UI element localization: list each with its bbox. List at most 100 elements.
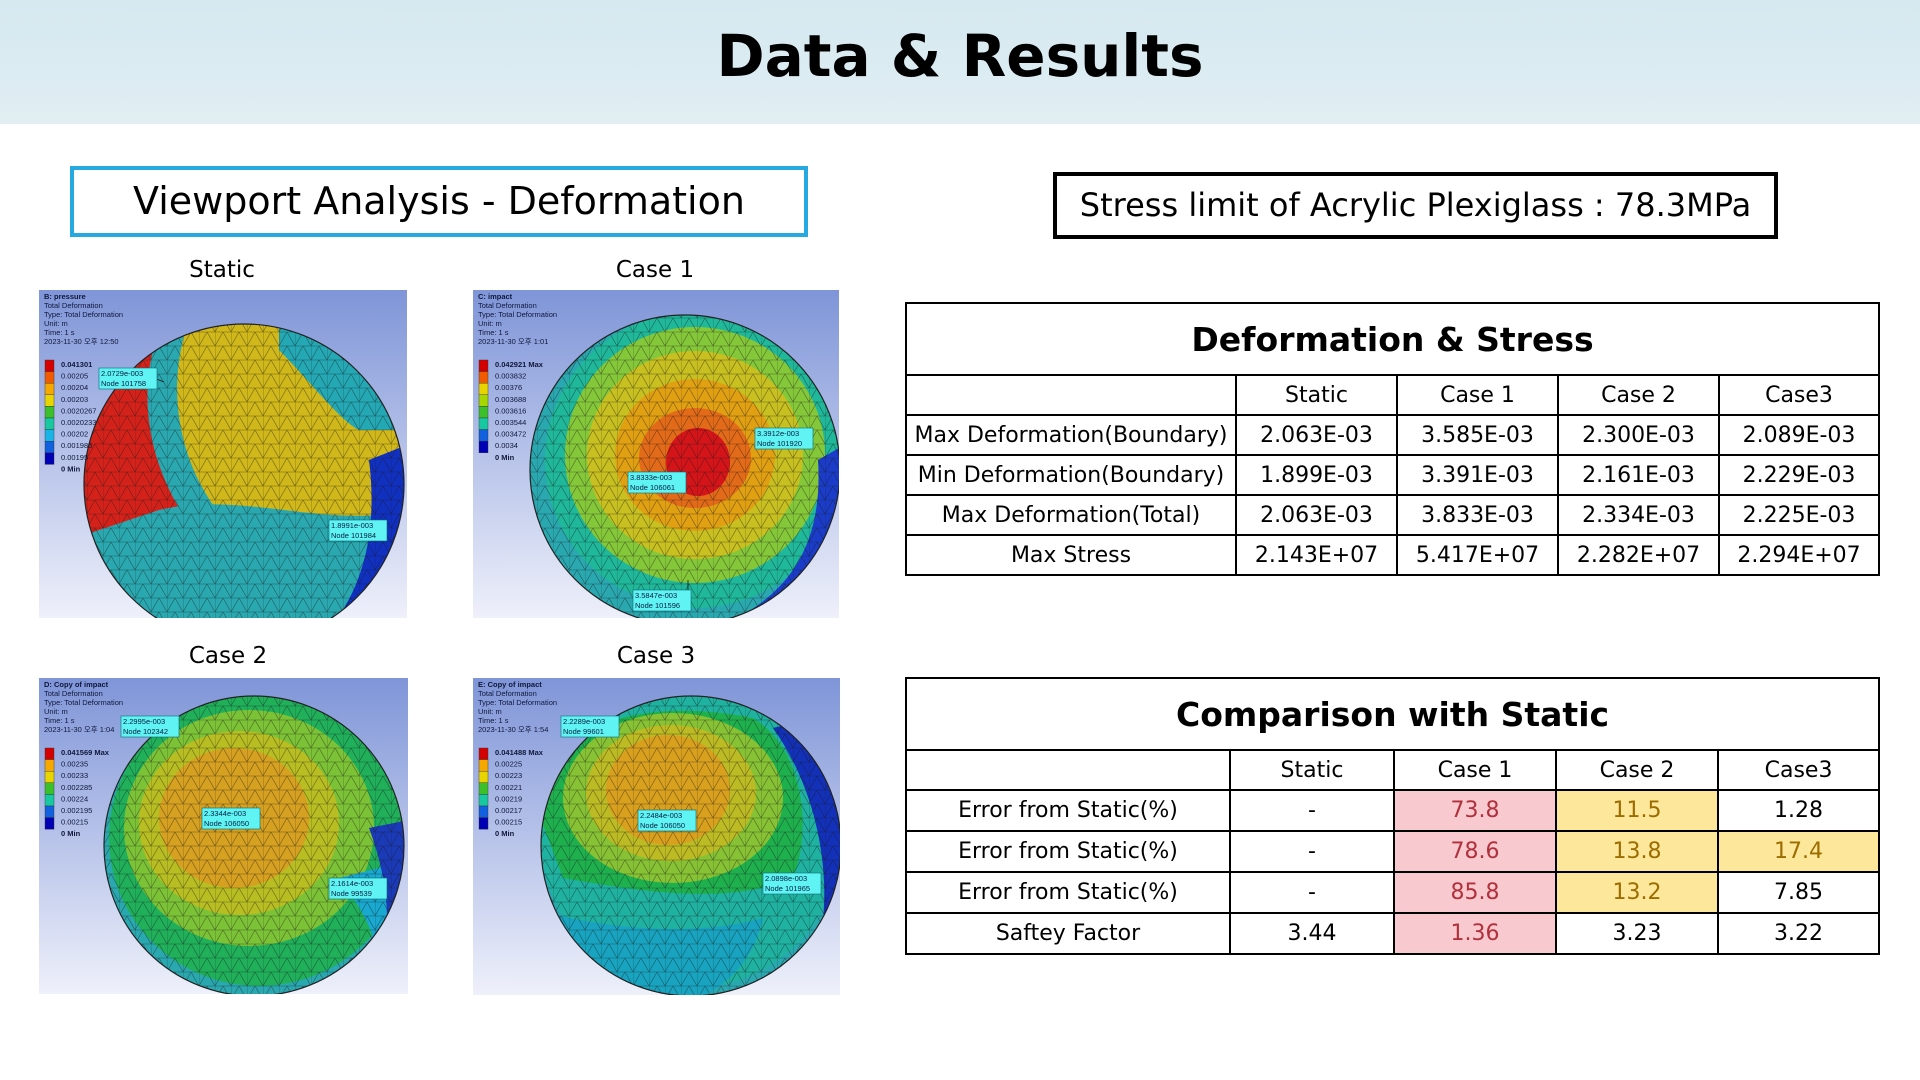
legend-label: 0.00223 [495, 771, 522, 780]
table-cell: 3.23 [1555, 912, 1719, 955]
legend-label: 0.0020267 [61, 406, 96, 415]
table-cell: 73.8 [1393, 789, 1557, 832]
legend-min-label: 0 Min [61, 464, 81, 473]
table-cell: 1.28 [1716, 789, 1881, 832]
table-cell: 2.229E-03 [1717, 454, 1881, 496]
legend-swatch [44, 817, 55, 830]
legend-label: 0.00195 [61, 453, 88, 462]
legend-swatch [478, 371, 489, 384]
svg-text:3.8333e-003: 3.8333e-003 [630, 473, 672, 482]
legend-label: 0.0020233 [61, 418, 96, 427]
legend-max-label: 0.042921 Max [495, 360, 544, 369]
legend-swatch [478, 440, 489, 453]
row-label: Max Deformation(Total) [905, 494, 1237, 536]
legend-max-label: 0.041569 Max [61, 748, 110, 757]
legend-swatch [44, 371, 55, 384]
legend-swatch [478, 417, 489, 430]
info-line: Unit: m [44, 707, 68, 716]
table-cell: 3.391E-03 [1396, 454, 1559, 496]
table-cell: 13.2 [1555, 871, 1719, 914]
svg-text:Node 101920: Node 101920 [757, 439, 802, 448]
legend-swatch [478, 782, 489, 795]
info-line: Unit: m [44, 319, 68, 328]
analysis-name-label: C: impact [478, 292, 513, 301]
table-row: Error from Static(%) - 78.6 13.8 17.4 [905, 830, 1881, 873]
svg-text:2.0729e-003: 2.0729e-003 [101, 369, 143, 378]
legend-label: 0.003472 [495, 430, 526, 439]
row-label: Error from Static(%) [905, 830, 1231, 873]
legend-swatch [44, 782, 55, 795]
table-cell: 3.22 [1716, 912, 1881, 955]
info-line: Time: 1 s [478, 716, 509, 725]
legend-swatch [44, 805, 55, 818]
table-cell: - [1229, 871, 1395, 914]
info-line: 2023-11-30 오후 12:50 [44, 337, 119, 346]
legend-swatch [44, 429, 55, 442]
svg-text:Node 101965: Node 101965 [765, 884, 810, 893]
header-cell [905, 374, 1237, 416]
header-cell: Static [1235, 374, 1398, 416]
legend-label: 0.00215 [495, 818, 522, 827]
header-cell [905, 749, 1231, 791]
table-cell: 2.225E-03 [1717, 494, 1881, 536]
info-line: Time: 1 s [44, 716, 75, 725]
legend-swatch [44, 747, 55, 760]
legend-swatch [478, 429, 489, 442]
row-label: Max Stress [905, 534, 1237, 576]
info-line: Unit: m [478, 707, 502, 716]
table-cell: 1.36 [1393, 912, 1557, 955]
deformation-plot-case1: C: impact Total Deformation Type: Total De… [473, 290, 839, 618]
svg-text:Node 106061: Node 106061 [630, 483, 675, 492]
table-cell: 2.063E-03 [1235, 414, 1398, 456]
svg-text:2.3344e-003: 2.3344e-003 [204, 809, 246, 818]
info-line: Total Deformation [44, 689, 103, 698]
table-cell: - [1229, 789, 1395, 832]
svg-text:Node 101596: Node 101596 [635, 601, 680, 610]
info-line: Total Deformation [478, 689, 537, 698]
analysis-name-label: B: pressure [44, 292, 86, 301]
svg-text:2.2289e-003: 2.2289e-003 [563, 717, 605, 726]
table-cell: 2.063E-03 [1235, 494, 1398, 536]
comparison-table: Comparison with Static Static Case 1 Cas… [904, 677, 1881, 955]
legend-swatch [478, 406, 489, 419]
svg-text:1.8991e-003: 1.8991e-003 [331, 521, 373, 530]
svg-text:2.2995e-003: 2.2995e-003 [123, 717, 165, 726]
info-line: 2023-11-30 오후 1:01 [478, 337, 548, 346]
svg-text:2.1614e-003: 2.1614e-003 [331, 879, 373, 888]
legend-swatch [478, 805, 489, 818]
table-cell: 78.6 [1393, 830, 1557, 873]
info-line: 2023-11-30 오후 1:04 [44, 725, 114, 734]
header-cell: Case 1 [1393, 749, 1557, 791]
legend-swatch [44, 359, 55, 372]
table-cell: 2.143E+07 [1235, 534, 1398, 576]
deformation-contour [541, 696, 840, 995]
legend-label: 0.00205 [61, 372, 88, 381]
legend-label: 0.00224 [61, 794, 88, 803]
legend-swatch [478, 382, 489, 395]
table-cell: 2.161E-03 [1557, 454, 1720, 496]
legend-label: 0.003832 [495, 372, 526, 381]
legend-label: 0.00235 [61, 760, 88, 769]
page-title: Data & Results [716, 22, 1204, 90]
caption-case2: Case 2 [188, 643, 268, 669]
info-line: Unit: m [478, 319, 502, 328]
table-cell: 2.089E-03 [1717, 414, 1881, 456]
legend-swatch [478, 759, 489, 772]
header-cell: Case3 [1716, 749, 1881, 791]
svg-text:3.3912e-003: 3.3912e-003 [757, 429, 799, 438]
legend-label: 0.00221 [495, 783, 522, 792]
legend-swatch [44, 382, 55, 395]
table-cell: 7.85 [1716, 871, 1881, 914]
legend-label: 0.003616 [495, 406, 526, 415]
legend-label: 0.00376 [495, 383, 522, 392]
info-line: Type: Total Deformation [44, 698, 123, 707]
legend-max-label: 0.041488 Max [495, 748, 544, 757]
legend-swatch [478, 394, 489, 407]
caption-case1: Case 1 [615, 257, 695, 283]
table-row: Max Stress 2.143E+07 5.417E+07 2.282E+07… [905, 534, 1881, 576]
header-cell: Case 2 [1555, 749, 1719, 791]
deformation-plot-case2: D: Copy of impact Total Deformation Type: … [39, 678, 408, 994]
